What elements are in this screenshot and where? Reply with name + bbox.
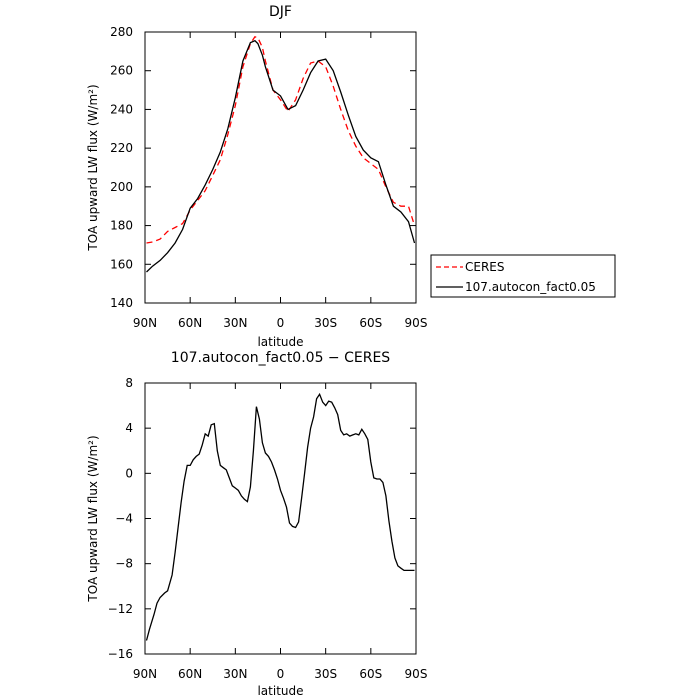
top-xtick-label: 90N [133, 316, 157, 330]
bottom-panel: 107.autocon_fact0.05 − CERES 90N 60N 30N 0 3… [86, 350, 427, 698]
bottom-ytick-label: 8 [125, 376, 133, 390]
bottom-xtick-label: 60S [359, 667, 382, 681]
bottom-xtick-label: 30S [314, 667, 337, 681]
top-xtick-label: 60S [359, 316, 382, 330]
top-ytick-label: 200 [110, 180, 133, 194]
bottom-series-group [145, 392, 415, 641]
bottom-ytick-label: 0 [125, 466, 133, 480]
top-xtick-label: 90S [405, 316, 428, 330]
top-ytick-label: 160 [110, 257, 133, 271]
bottom-ytick-label: −4 [115, 512, 133, 526]
bottom-xtick-label: 30N [223, 667, 247, 681]
top-ytick-label: 220 [110, 141, 133, 155]
bottom-ytick-label: 4 [125, 421, 133, 435]
legend: CERES 107.autocon_fact0.05 [430, 254, 616, 298]
bottom-title: 107.autocon_fact0.05 − CERES [171, 350, 391, 366]
top-ylabel: TOA upward LW flux (W/m²) [86, 84, 100, 251]
top-ytick-label: 140 [110, 296, 133, 310]
legend-label-model: 107.autocon_fact0.05 [465, 280, 596, 294]
bottom-ylabel: TOA upward LW flux (W/m²) [86, 435, 100, 602]
top-series-group [146, 36, 416, 273]
top-series-line-0 [146, 36, 416, 244]
top-xtick-label: 60N [178, 316, 202, 330]
bottom-xtick-label: 0 [277, 667, 285, 681]
top-ytick-label: 240 [110, 102, 133, 116]
bottom-plot-frame [144, 382, 417, 655]
legend-box [430, 254, 616, 298]
top-xtick-label: 30S [314, 316, 337, 330]
bottom-xlabel: latitude [257, 684, 303, 698]
bottom-ticks: 90N 60N 30N 0 30S 60S 90S −16 −12 −8 −4 0 4 8 [108, 376, 428, 681]
bottom-xtick-label: 90N [133, 667, 157, 681]
top-title: DJF [269, 4, 292, 20]
top-xlabel: latitude [257, 335, 303, 349]
top-ytick-label: 260 [110, 64, 133, 78]
legend-label-ceres: CERES [465, 260, 505, 274]
bottom-ytick-label: −16 [108, 647, 133, 661]
bottom-xtick-label: 90S [405, 667, 428, 681]
bottom-xtick-label: 60N [178, 667, 202, 681]
top-ytick-label: 280 [110, 25, 133, 39]
bottom-ytick-label: −12 [108, 602, 133, 616]
bottom-ytick-label: −8 [115, 557, 133, 571]
top-xtick-label: 30N [223, 316, 247, 330]
top-xtick-label: 0 [277, 316, 285, 330]
top-panel: DJF 90N 60N 30N 0 30S 60S 90S 140 160 180 200 220 24… [86, 4, 616, 349]
top-ytick-label: 180 [110, 219, 133, 233]
bottom-series-line-0 [145, 392, 415, 641]
top-ticks: 90N 60N 30N 0 30S 60S 90S 140 160 180 200 220 240 260… [110, 25, 427, 330]
top-series-line-1 [146, 39, 416, 273]
